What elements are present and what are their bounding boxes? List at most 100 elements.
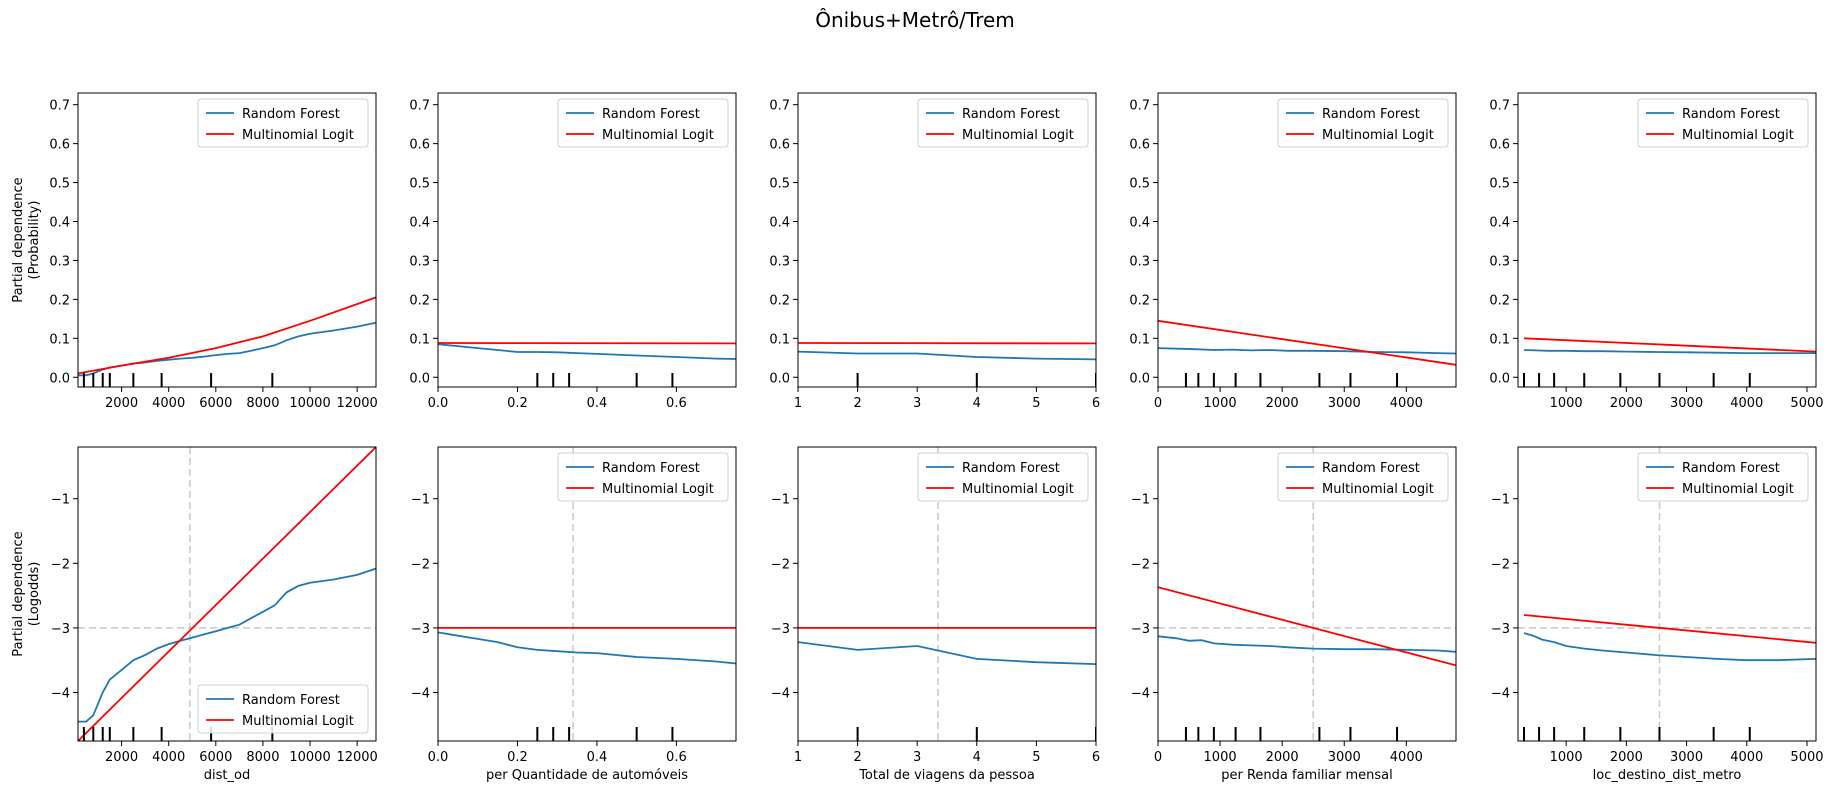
y-tick-label: 0.0 <box>1489 371 1510 386</box>
x-tick-label: 2000 <box>1266 396 1299 411</box>
subplot-0-4: 1000 2000 3000 4000 5000 0.0 0.1 0.2 0.3 0.4 0.5 0.… <box>1489 92 1824 411</box>
legend-box <box>917 98 1089 148</box>
legend: Random Forest Multinomial Logit <box>1637 452 1809 502</box>
legend-box <box>197 98 369 148</box>
y-tick-label: 0.2 <box>49 293 70 308</box>
x-tick-label: 3 <box>913 396 921 411</box>
y-tick-label: 0.7 <box>769 99 790 114</box>
subplot-0-3: 0 1000 2000 3000 4000 0.0 0.1 0.2 0.3 0.4 0.5 0.6 0.… <box>1129 92 1457 411</box>
x-tick-label: 3000 <box>1670 396 1703 411</box>
y-axis-label-line: (Probability) <box>27 201 42 280</box>
x-tick-label: 4000 <box>152 396 185 411</box>
y-tick-label: 0.0 <box>769 371 790 386</box>
plot-area <box>78 447 376 741</box>
plot-area <box>798 342 1096 387</box>
y-tick-label: −1 <box>411 493 430 508</box>
y-tick-label: 0.7 <box>1129 99 1150 114</box>
y-tick-label: −4 <box>1131 687 1150 702</box>
y-tick-label: 0.6 <box>1129 138 1150 153</box>
y-tick-label: 0.3 <box>769 254 790 269</box>
legend-label: Multinomial Logit <box>1682 128 1794 143</box>
x-tick-label: 8000 <box>246 750 279 765</box>
y-tick-label: −3 <box>411 622 430 637</box>
legend: Random Forest Multinomial Logit <box>557 452 729 502</box>
x-axis-label: per Renda familiar mensal <box>1221 768 1393 783</box>
x-tick-label: 2 <box>853 396 861 411</box>
y-tick-label: −4 <box>771 687 790 702</box>
x-tick-label: 3000 <box>1670 750 1703 765</box>
y-tick-label: 0.0 <box>409 371 430 386</box>
legend-label: Multinomial Logit <box>242 714 354 729</box>
y-tick-label: −1 <box>1491 493 1510 508</box>
legend: Random Forest Multinomial Logit <box>197 684 369 734</box>
legend: Random Forest Multinomial Logit <box>917 452 1089 502</box>
legend-label: Random Forest <box>242 693 340 708</box>
x-tick-label: 5 <box>1032 750 1040 765</box>
legend: Random Forest Multinomial Logit <box>1277 98 1449 148</box>
x-tick-label: 5000 <box>1790 750 1823 765</box>
y-tick-label: 0.6 <box>49 138 70 153</box>
legend-box <box>917 452 1089 502</box>
y-tick-label: 0.2 <box>409 293 430 308</box>
x-tick-label: 12000 <box>336 396 377 411</box>
y-tick-label: −1 <box>771 493 790 508</box>
plot-area <box>1518 447 1816 741</box>
plot-area <box>1158 319 1456 387</box>
y-tick-label: 0.7 <box>49 99 70 114</box>
x-tick-label: 6 <box>1092 750 1100 765</box>
legend-label: Multinomial Logit <box>242 128 354 143</box>
legend: Random Forest Multinomial Logit <box>1637 98 1809 148</box>
y-tick-label: −3 <box>1491 622 1510 637</box>
x-tick-label: 4 <box>973 396 981 411</box>
legend: Random Forest Multinomial Logit <box>1277 452 1449 502</box>
legend: Random Forest Multinomial Logit <box>917 98 1089 148</box>
x-tick-label: 4000 <box>152 750 185 765</box>
series-line-random-forest <box>78 321 376 377</box>
series-line-random-forest <box>78 567 376 723</box>
x-tick-label: 1000 <box>1550 396 1583 411</box>
plot-area <box>438 447 736 741</box>
y-tick-label: 0.2 <box>1129 293 1150 308</box>
legend-label: Random Forest <box>962 461 1060 476</box>
series-line-multinomial-logit <box>1158 586 1456 667</box>
x-tick-label: 3000 <box>1328 750 1361 765</box>
x-tick-label: 1000 <box>1550 750 1583 765</box>
axes-frame <box>1517 92 1817 388</box>
legend-label: Random Forest <box>602 107 700 122</box>
series-line-multinomial-logit <box>1158 319 1456 366</box>
y-tick-label: 0.5 <box>409 177 430 192</box>
x-tick-label: 4000 <box>1730 750 1763 765</box>
x-tick-label: 10000 <box>289 396 330 411</box>
legend-box <box>1637 452 1809 502</box>
axes-frame <box>1517 446 1817 742</box>
y-tick-label: 0.3 <box>1129 254 1150 269</box>
plot-area <box>438 342 736 387</box>
x-tick-label: 1000 <box>1204 750 1237 765</box>
y-tick-label: 0.3 <box>49 254 70 269</box>
subplot-0-2: 1 2 3 4 5 6 0.0 0.1 0.2 0.3 0.4 0.5 0.6 0.7 Random For… <box>769 92 1100 411</box>
y-axis-label: Partial dependence(Logodds) <box>11 531 42 656</box>
x-tick-label: 2000 <box>1266 750 1299 765</box>
x-tick-label: 6000 <box>199 750 232 765</box>
x-tick-label: 6 <box>1092 396 1100 411</box>
y-tick-label: 0.2 <box>769 293 790 308</box>
series-line-multinomial-logit <box>1523 614 1816 644</box>
x-tick-label: 2000 <box>105 750 138 765</box>
series-line-random-forest <box>438 631 736 665</box>
x-tick-label: 2000 <box>105 396 138 411</box>
axes-frame <box>1157 92 1457 388</box>
legend-box <box>197 684 369 734</box>
plot-area <box>1523 337 1816 387</box>
y-tick-label: −4 <box>411 687 430 702</box>
x-tick-label: 1 <box>794 750 802 765</box>
y-axis-label-line: (Logodds) <box>27 562 42 627</box>
y-tick-label: 0.6 <box>769 138 790 153</box>
x-tick-label: 4000 <box>1730 396 1763 411</box>
legend-box <box>557 452 729 502</box>
series-line-multinomial-logit <box>1523 337 1816 353</box>
y-axis-label-line: Partial dependence <box>11 177 26 302</box>
legend-label: Multinomial Logit <box>602 482 714 497</box>
x-tick-label: 2 <box>853 750 861 765</box>
x-tick-label: 0 <box>1154 750 1162 765</box>
legend-box <box>1277 452 1449 502</box>
